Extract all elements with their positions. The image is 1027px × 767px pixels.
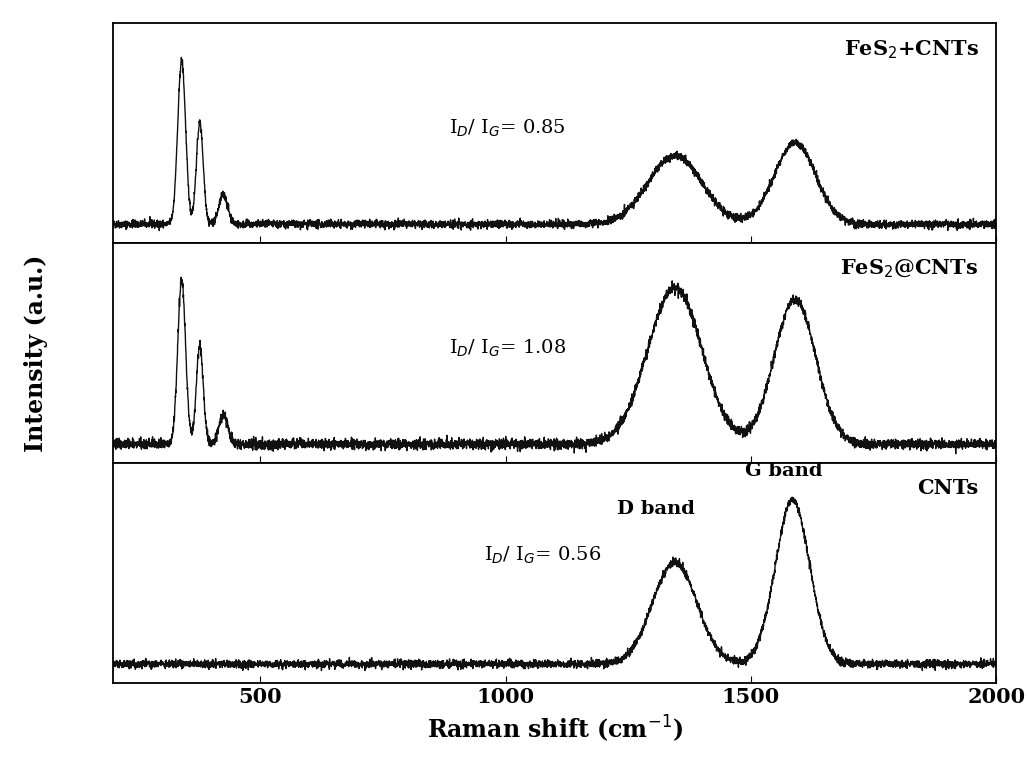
X-axis label: Raman shift (cm$^{-1}$): Raman shift (cm$^{-1}$) — [426, 713, 683, 744]
Text: I$_D$/ I$_G$= 0.85: I$_D$/ I$_G$= 0.85 — [449, 118, 565, 139]
Text: I$_D$/ I$_G$= 0.56: I$_D$/ I$_G$= 0.56 — [484, 545, 602, 566]
Text: G band: G band — [746, 463, 823, 480]
Text: Intensity (a.u.): Intensity (a.u.) — [24, 254, 48, 452]
Text: D band: D band — [617, 500, 695, 518]
Text: I$_D$/ I$_G$= 1.08: I$_D$/ I$_G$= 1.08 — [449, 337, 566, 359]
Text: CNTs: CNTs — [917, 478, 979, 498]
Text: FeS$_2$@CNTs: FeS$_2$@CNTs — [840, 258, 979, 281]
Text: FeS$_2$+CNTs: FeS$_2$+CNTs — [843, 38, 979, 61]
